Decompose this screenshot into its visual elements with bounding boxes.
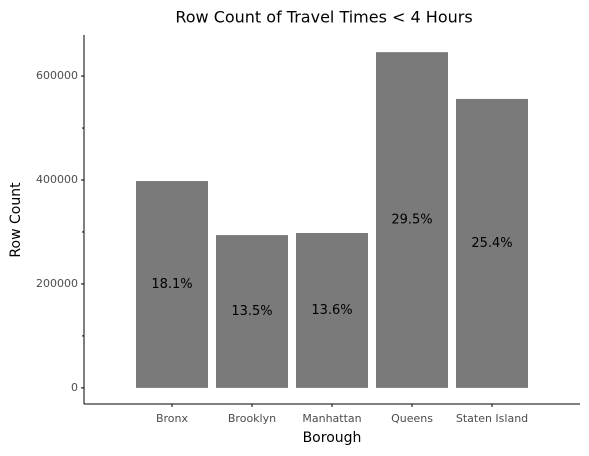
bar-annotation: 13.6% <box>311 303 352 318</box>
y-tick-label: 600000 <box>36 69 78 82</box>
chart-title: Row Count of Travel Times < 4 Hours <box>175 8 472 27</box>
y-tick-label: 400000 <box>36 173 78 186</box>
x-tick-label: Brooklyn <box>228 412 276 425</box>
x-axis-title: Borough <box>303 430 362 446</box>
x-tick-label: Queens <box>391 412 433 425</box>
y-tick-label: 200000 <box>36 277 78 290</box>
x-tick-label: Manhattan <box>302 412 361 425</box>
bar-annotation: 18.1% <box>151 277 192 292</box>
bar <box>456 98 528 388</box>
x-tick-label: Bronx <box>156 412 189 425</box>
bar <box>376 52 448 388</box>
y-axis-title: Row Count <box>8 182 24 258</box>
y-tick-label: 0 <box>71 381 78 394</box>
bar-annotation: 25.4% <box>471 236 512 251</box>
bar <box>296 233 368 388</box>
bar <box>136 181 208 388</box>
bar-annotation: 29.5% <box>391 213 432 228</box>
x-tick-label: Staten Island <box>456 412 528 425</box>
bar-annotation: 13.5% <box>231 304 272 319</box>
bar <box>216 235 288 388</box>
